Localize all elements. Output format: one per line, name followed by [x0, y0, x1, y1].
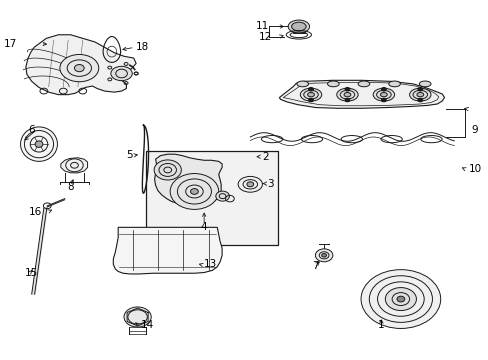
Text: 6: 6 — [28, 125, 35, 135]
Text: 8: 8 — [67, 182, 74, 192]
Ellipse shape — [336, 88, 357, 101]
Ellipse shape — [60, 54, 99, 82]
Ellipse shape — [380, 93, 386, 97]
Polygon shape — [279, 80, 444, 108]
Ellipse shape — [308, 87, 313, 91]
Ellipse shape — [385, 288, 416, 311]
Ellipse shape — [20, 127, 58, 161]
Ellipse shape — [409, 88, 430, 101]
Text: 11: 11 — [255, 21, 268, 31]
Ellipse shape — [417, 98, 422, 102]
Text: 12: 12 — [258, 32, 272, 41]
Ellipse shape — [360, 270, 440, 328]
FancyBboxPatch shape — [145, 151, 277, 244]
Text: 7: 7 — [312, 261, 319, 271]
Ellipse shape — [315, 249, 332, 262]
Text: 3: 3 — [267, 179, 273, 189]
Text: 13: 13 — [203, 259, 217, 269]
Ellipse shape — [246, 182, 253, 187]
Text: 16: 16 — [29, 207, 42, 217]
Polygon shape — [113, 227, 222, 274]
Text: 18: 18 — [136, 42, 149, 52]
Ellipse shape — [321, 253, 326, 257]
FancyBboxPatch shape — [292, 27, 304, 33]
Ellipse shape — [154, 160, 181, 180]
Ellipse shape — [124, 307, 151, 327]
Ellipse shape — [419, 81, 430, 87]
Ellipse shape — [308, 98, 313, 102]
Text: 2: 2 — [262, 152, 268, 162]
Ellipse shape — [238, 176, 262, 192]
Text: 10: 10 — [468, 164, 481, 174]
Ellipse shape — [291, 22, 305, 31]
Ellipse shape — [417, 87, 422, 91]
Polygon shape — [61, 158, 87, 173]
Ellipse shape — [296, 81, 308, 87]
Ellipse shape — [327, 81, 339, 87]
Text: 14: 14 — [141, 320, 154, 330]
Ellipse shape — [396, 296, 404, 302]
Ellipse shape — [344, 93, 350, 97]
Polygon shape — [26, 35, 136, 95]
Ellipse shape — [300, 88, 321, 101]
Ellipse shape — [190, 189, 198, 194]
Ellipse shape — [111, 66, 132, 81]
Ellipse shape — [35, 141, 43, 147]
Text: 1: 1 — [377, 320, 384, 330]
Ellipse shape — [372, 88, 394, 101]
Ellipse shape — [416, 93, 423, 97]
Ellipse shape — [74, 64, 84, 72]
Ellipse shape — [287, 20, 309, 33]
Ellipse shape — [381, 98, 386, 102]
Polygon shape — [154, 154, 222, 206]
Text: 4: 4 — [201, 222, 207, 231]
Text: 9: 9 — [470, 125, 477, 135]
Ellipse shape — [388, 81, 400, 87]
Ellipse shape — [381, 87, 386, 91]
Ellipse shape — [345, 87, 349, 91]
Text: 17: 17 — [4, 39, 17, 49]
Ellipse shape — [215, 191, 229, 201]
Ellipse shape — [170, 174, 218, 210]
Ellipse shape — [357, 81, 369, 87]
Ellipse shape — [345, 98, 349, 102]
Ellipse shape — [307, 93, 314, 97]
Text: 15: 15 — [24, 268, 38, 278]
Text: 5: 5 — [126, 150, 133, 160]
